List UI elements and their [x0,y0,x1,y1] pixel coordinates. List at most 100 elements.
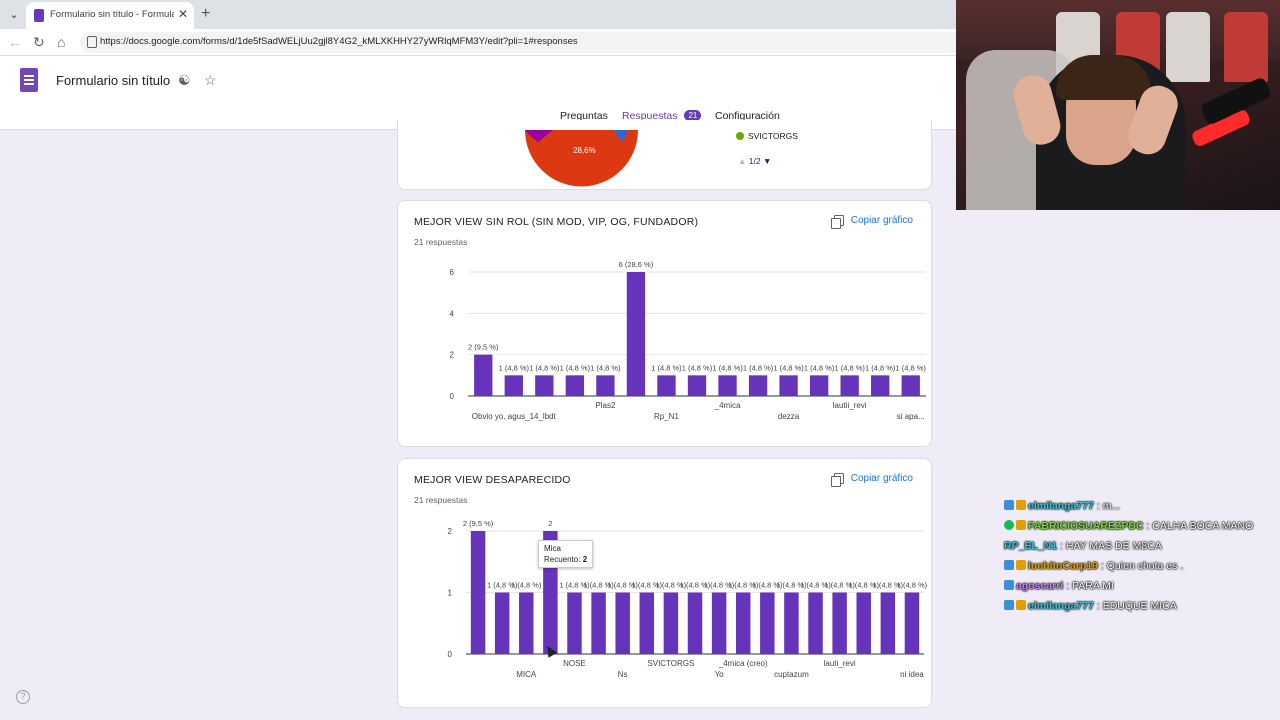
address-bar: ← ↻ ⌂ https://docs.google.com/forms/d/1d… [0,29,956,56]
bar-data-label: 1 (4,8 %) [897,581,928,590]
bar[interactable] [779,375,798,396]
tab-responses[interactable]: Respuestas 21 [622,110,702,122]
bar[interactable] [470,531,486,654]
bar[interactable] [809,375,829,396]
pie-chart-card: 28,6% SVICTORGS ▲ 1/2 ▼ [397,120,932,190]
bar[interactable] [596,375,615,396]
bar[interactable] [901,375,920,396]
chat-text: : HAY MAS DE M8CA [1057,540,1162,552]
bar-data-label: 1 (4,8 %) [511,581,542,590]
reload-icon[interactable]: ↻ [33,34,45,50]
chart-card-2: MEJOR VIEW DESAPARECIDO 21 respuestas Co… [397,458,932,708]
bar[interactable] [519,592,534,655]
x-tick-label: Ns [618,670,628,679]
copy-chart-2-button[interactable]: Copiar gráfico [830,473,913,487]
bar[interactable] [840,375,859,396]
bar[interactable] [567,592,582,655]
bar[interactable] [832,592,847,655]
bar[interactable] [615,592,630,655]
bar[interactable] [784,592,799,655]
new-tab-icon[interactable]: + [201,5,211,22]
tab-search-chevron-icon[interactable]: ⌄ [9,9,19,21]
bar[interactable] [718,375,737,396]
back-arrow-icon[interactable]: ← [8,34,22,50]
chat-message: FABRICIOSUAREZPDC : CALHA BOCA MANO [1004,516,1274,536]
bar[interactable] [504,375,523,396]
bar[interactable] [474,354,493,396]
y-tick-label: 2 [448,527,453,536]
bar[interactable] [535,375,554,396]
pie-slice-purple[interactable] [525,130,553,142]
chat-badge-icon [1016,520,1026,530]
bar-data-label: 1 (4,8 %) [800,581,831,590]
x-tick-label: _4mica [714,401,741,410]
copy-chart-1-button[interactable]: Copiar gráfico [830,215,913,229]
pie-slice-red[interactable] [525,130,638,187]
legend-label: SVICTORGS [748,131,798,141]
webcam-jersey [1166,12,1210,82]
bar[interactable] [904,592,920,655]
stream-chat: elmilanga777 : m... FABRICIOSUAREZPDC : C… [1004,496,1274,616]
chat-message: elmilanga777 : EDUQUE MICA [1004,596,1274,616]
bar[interactable] [687,592,703,655]
x-tick-label: NOSE [563,659,586,668]
bar[interactable] [856,592,871,655]
chat-message: RP_EL_N1 : HAY MAS DE M8CA [1004,536,1274,556]
pager-next-icon[interactable]: ▼ [763,156,772,166]
bar[interactable] [748,375,768,396]
url-text: https://docs.google.com/forms/d/1de5fSad… [100,36,578,47]
chart-1-title: MEJOR VIEW SIN ROL (SIN MOD, VIP, OG, FU… [414,216,699,228]
bar[interactable] [711,592,727,655]
star-icon[interactable]: ☆ [204,72,217,88]
bar[interactable] [639,592,655,655]
url-omnibox[interactable]: https://docs.google.com/forms/d/1de5fSad… [80,32,956,53]
move-to-folder-icon[interactable]: ☯ [178,72,191,88]
pager-prev-icon[interactable]: ▲ [738,156,747,166]
bar[interactable] [760,592,775,655]
home-icon[interactable]: ⌂ [57,34,66,50]
chart-1-response-count: 21 respuestas [414,237,468,247]
bar[interactable] [687,375,707,396]
bar[interactable] [808,592,823,655]
bar-tooltip: Mica Recuento: 2 [538,540,594,568]
bar[interactable] [871,375,890,396]
bar[interactable] [565,375,585,396]
forms-logo-icon[interactable] [20,68,38,92]
bar-data-label: 2 [548,519,552,528]
bar-data-label: 1 (4,8 %) [873,581,904,590]
tab-settings[interactable]: Configuración [715,110,780,122]
y-tick-label: 4 [450,309,455,318]
bar[interactable] [657,375,676,396]
bar-data-label: 1 (4,8 %) [896,363,927,372]
pie-chart-partial [525,130,638,187]
y-tick-label: 2 [450,351,455,360]
close-tab-icon[interactable]: ✕ [178,7,189,21]
x-tick-label: si apa... [897,412,925,421]
pie-slice-blue[interactable] [613,130,628,142]
y-tick-label: 1 [448,589,453,598]
x-tick-label: MICA [516,670,537,679]
tab-questions[interactable]: Preguntas [560,110,608,122]
chat-badge-icon [1004,500,1014,510]
site-info-icon[interactable] [87,36,97,48]
tooltip-value: 2 [582,555,588,564]
bar[interactable] [494,592,510,655]
y-tick-label: 0 [450,392,455,401]
bar[interactable] [626,272,646,396]
legend-pager: ▲ 1/2 ▼ [738,156,771,166]
chat-message: agoscarri : PARA MI [1004,576,1274,596]
bar[interactable] [735,592,751,655]
form-title[interactable]: Formulario sin título [56,73,171,88]
bar[interactable] [880,592,896,655]
legend-item[interactable]: SVICTORGS [736,131,798,141]
help-icon[interactable]: ? [16,690,30,704]
bar-data-label: 1 (4,8 %) [849,581,880,590]
bar[interactable] [591,592,606,655]
legend-dot [736,132,744,140]
bar[interactable] [663,592,679,655]
chat-username: agoscarri [1016,580,1064,592]
chat-username: elmilanga777 [1028,500,1094,512]
